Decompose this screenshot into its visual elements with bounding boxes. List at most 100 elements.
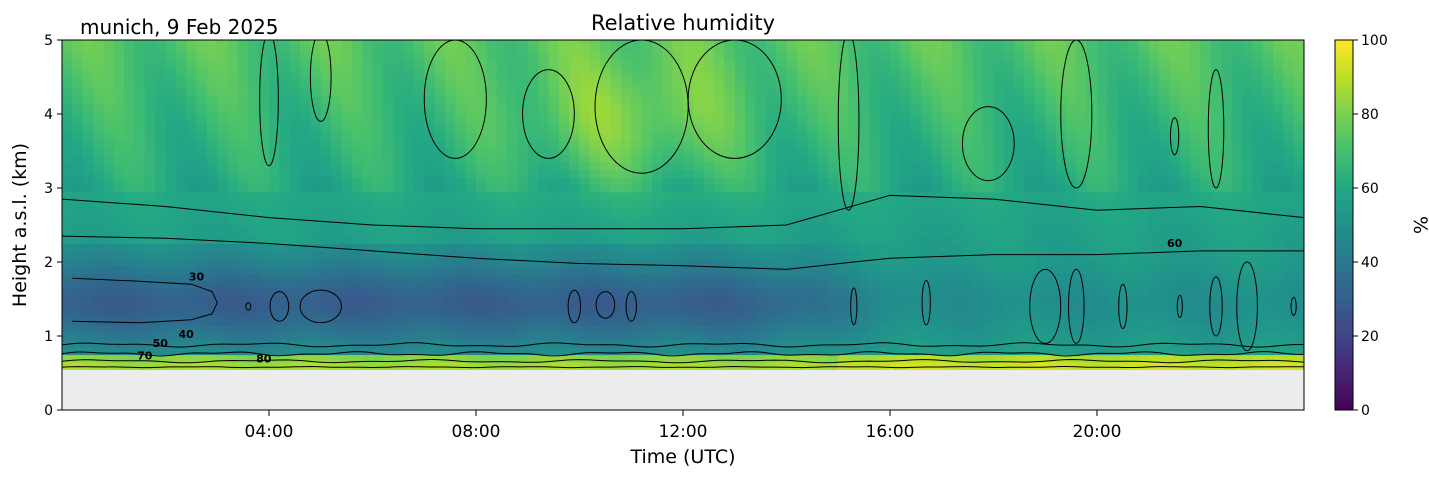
- field-cell: [600, 250, 612, 259]
- field-cell: [817, 339, 829, 348]
- field-cell: [1097, 332, 1108, 341]
- field-cell: [258, 80, 270, 89]
- field-cell: [558, 73, 570, 82]
- field-cell: [672, 206, 684, 215]
- field-cell: [827, 258, 839, 267]
- field-cell: [434, 117, 446, 126]
- field-cell: [331, 73, 343, 82]
- field-cell: [269, 354, 280, 363]
- field-cell: [910, 139, 922, 148]
- field-cell: [341, 243, 353, 252]
- field-cell: [1045, 221, 1057, 230]
- field-cell: [941, 236, 953, 245]
- field-cell: [155, 332, 167, 341]
- field-cell: [589, 339, 601, 348]
- field-cell: [941, 191, 953, 200]
- field-cell: [217, 213, 229, 222]
- field-cell: [651, 80, 663, 89]
- field-cell: [807, 258, 819, 267]
- field-cell: [1045, 361, 1057, 370]
- field-cell: [610, 273, 622, 282]
- field-cell: [776, 58, 788, 67]
- field-cell: [941, 80, 953, 89]
- field-cell: [589, 73, 601, 82]
- field-cell: [362, 88, 374, 97]
- field-cell: [558, 250, 570, 259]
- field-cell: [651, 184, 663, 193]
- field-cell: [558, 169, 570, 178]
- field-cell: [703, 199, 715, 208]
- field-cell: [1034, 332, 1046, 341]
- field-cell: [175, 95, 187, 104]
- field-cell: [734, 332, 746, 341]
- field-cell: [382, 206, 394, 215]
- field-cell: [848, 88, 860, 97]
- field-cell: [1190, 88, 1202, 97]
- field-cell: [1190, 324, 1202, 333]
- field-cell: [1024, 73, 1036, 82]
- field-cell: [237, 317, 249, 326]
- field-cell: [269, 139, 280, 148]
- field-cell: [631, 102, 643, 111]
- field-cell: [465, 132, 477, 141]
- field-cell: [1014, 347, 1026, 356]
- field-cell: [1014, 110, 1026, 119]
- field-cell: [1138, 88, 1150, 97]
- field-cell: [600, 184, 612, 193]
- field-cell: [796, 102, 808, 111]
- field-cell: [289, 51, 301, 60]
- field-cell: [175, 125, 187, 134]
- field-cell: [527, 147, 539, 156]
- field-cell: [890, 228, 901, 237]
- field-cell: [745, 250, 757, 259]
- field-cell: [910, 191, 922, 200]
- field-cell: [879, 139, 891, 148]
- field-cell: [724, 125, 736, 134]
- field-cell: [424, 95, 436, 104]
- field-cell: [1086, 73, 1098, 82]
- field-cell: [403, 324, 415, 333]
- field-cell: [796, 339, 808, 348]
- field-cell: [310, 221, 322, 230]
- field-cell: [962, 80, 974, 89]
- field-cell: [693, 199, 705, 208]
- field-cell: [858, 228, 870, 237]
- field-cell: [1003, 228, 1015, 237]
- field-cell: [93, 132, 104, 141]
- field-cell: [82, 65, 94, 74]
- field-cell: [910, 132, 922, 141]
- field-cell: [827, 88, 839, 97]
- field-cell: [962, 132, 974, 141]
- field-cell: [1190, 228, 1202, 237]
- field-cell: [538, 295, 550, 304]
- field-cell: [165, 265, 177, 274]
- field-cell: [1086, 317, 1098, 326]
- field-cell: [1014, 273, 1026, 282]
- field-cell: [807, 243, 819, 252]
- field-cell: [807, 265, 819, 274]
- field-cell: [755, 361, 767, 370]
- field-cell: [1024, 51, 1036, 60]
- field-cell: [413, 287, 425, 296]
- field-cell: [144, 40, 156, 45]
- field-cell: [858, 236, 870, 245]
- field-cell: [331, 213, 343, 222]
- field-cell: [279, 73, 291, 82]
- field-cell: [310, 147, 322, 156]
- field-cell: [952, 162, 964, 171]
- field-cell: [310, 213, 322, 222]
- field-cell: [1045, 110, 1057, 119]
- field-cell: [579, 184, 591, 193]
- field-cell: [765, 324, 777, 333]
- field-cell: [310, 43, 322, 52]
- field-cell: [538, 43, 550, 52]
- field-cell: [517, 287, 529, 296]
- field-cell: [1128, 310, 1139, 319]
- field-cell: [910, 361, 922, 370]
- field-cell: [527, 347, 539, 356]
- field-cell: [900, 324, 912, 333]
- field-cell: [600, 58, 612, 67]
- field-cell: [558, 191, 570, 200]
- field-cell: [1086, 206, 1098, 215]
- field-cell: [900, 221, 912, 230]
